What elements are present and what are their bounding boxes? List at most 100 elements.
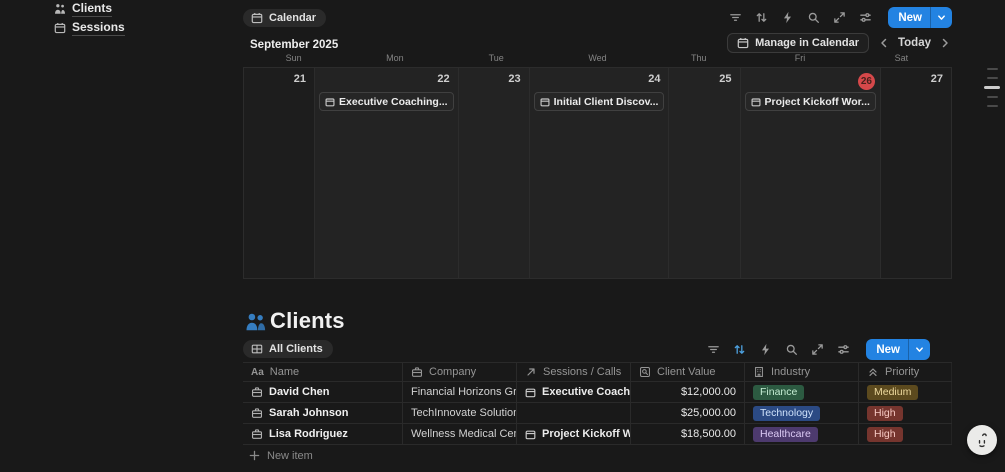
column-header-priority[interactable]: Priority: [859, 363, 952, 381]
day-header: Tue: [488, 53, 504, 63]
column-header-sessions[interactable]: Sessions / Calls: [517, 363, 631, 381]
new-item-button[interactable]: New item: [243, 445, 952, 466]
calendar-icon: [525, 429, 536, 440]
column-label: Sessions / Calls: [543, 366, 622, 378]
scrubber-tick[interactable]: [986, 77, 998, 79]
calendar-day-cell[interactable]: 27: [880, 68, 951, 278]
event-title: Executive Coaching...: [339, 95, 448, 108]
calendar-day-cell[interactable]: 23: [458, 68, 530, 278]
scrubber-tick[interactable]: [986, 68, 998, 70]
ai-face-icon: [978, 432, 987, 447]
expand-icon[interactable]: [833, 11, 846, 24]
column-label: Company: [429, 366, 477, 378]
client-value: $18,500.00: [680, 428, 736, 440]
calendar-day-cell[interactable]: 21: [244, 68, 316, 278]
session-cell[interactable]: [517, 403, 631, 423]
scrubber-tick[interactable]: [986, 105, 998, 107]
scrubber-tick[interactable]: [986, 96, 998, 98]
client-name: Lisa Rodriguez: [269, 428, 348, 440]
calendar-day-cell[interactable]: 24 Initial Client Discov...: [529, 68, 670, 278]
today-button[interactable]: Today: [897, 37, 931, 49]
lightning-icon[interactable]: [759, 343, 772, 356]
manage-in-calendar-button[interactable]: Manage in Calendar: [727, 33, 869, 53]
column-label: Priority: [885, 366, 920, 378]
priority-badge: Medium: [867, 384, 919, 400]
chevron-down-icon[interactable]: [909, 339, 930, 360]
chevron-left-icon[interactable]: [879, 38, 889, 48]
people-icon: [245, 311, 266, 332]
client-value-cell[interactable]: $25,000.00: [631, 403, 745, 423]
people-icon: [54, 3, 66, 15]
calendar-event[interactable]: Executive Coaching...: [319, 92, 454, 111]
sidebar-item-clients[interactable]: Clients: [54, 1, 113, 17]
calendar-icon: [737, 37, 749, 49]
industry-badge: Technology: [753, 405, 821, 421]
ai-assistant-button[interactable]: [967, 425, 997, 455]
clients-new-button[interactable]: New: [866, 339, 930, 360]
lightning-icon[interactable]: [781, 11, 794, 24]
tab-label: All Clients: [269, 343, 323, 355]
new-item-label: New item: [267, 449, 313, 462]
filter-icon[interactable]: [707, 343, 720, 356]
column-header-client-value[interactable]: Client Value: [631, 363, 745, 381]
calendar-toolbar: New: [729, 7, 952, 28]
client-name-cell[interactable]: Lisa Rodriguez: [243, 424, 403, 444]
industry-cell[interactable]: Finance: [745, 382, 859, 402]
new-button-divider: [908, 339, 909, 360]
client-value-cell[interactable]: $12,000.00: [631, 382, 745, 402]
sidebar-item-sessions[interactable]: Sessions: [54, 20, 125, 36]
expand-icon[interactable]: [811, 343, 824, 356]
calendar-new-button[interactable]: New: [888, 7, 952, 28]
date-number: 26: [741, 68, 880, 92]
priority-chevrons-icon: [867, 366, 879, 378]
table-row[interactable]: Lisa Rodriguez Wellness Medical Center P…: [243, 424, 952, 445]
priority-cell[interactable]: High: [859, 403, 952, 423]
filter-icon[interactable]: [729, 11, 742, 24]
scrubber-tick-active[interactable]: [984, 86, 1000, 89]
date-number: 21: [293, 73, 307, 85]
table-row[interactable]: David Chen Financial Horizons Group Exec…: [243, 382, 952, 403]
calendar-event[interactable]: Initial Client Discov...: [533, 92, 665, 111]
calendar-day-cell[interactable]: 22 Executive Coaching...: [315, 68, 459, 278]
calendar-event[interactable]: Project Kickoff Wor...: [744, 92, 876, 111]
sort-icon[interactable]: [755, 11, 768, 24]
new-button-divider: [930, 7, 931, 28]
settings-sliders-icon[interactable]: [859, 11, 872, 24]
chevron-right-icon[interactable]: [940, 38, 950, 48]
industry-cell[interactable]: Technology: [745, 403, 859, 423]
session-cell[interactable]: Project Kickoff Workshop: [517, 424, 631, 444]
calendar-day-cell-today[interactable]: 26 Project Kickoff Wor...: [740, 68, 881, 278]
priority-cell[interactable]: Medium: [859, 382, 952, 402]
column-header-company[interactable]: Company: [403, 363, 517, 381]
session-cell[interactable]: Executive Coaching Sessio: [517, 382, 631, 402]
settings-sliders-icon[interactable]: [837, 343, 850, 356]
client-value-cell[interactable]: $18,500.00: [631, 424, 745, 444]
briefcase-icon: [251, 386, 263, 398]
calendar-day-cell[interactable]: 25: [669, 68, 741, 278]
new-button-label[interactable]: New: [898, 11, 922, 24]
company-cell[interactable]: Financial Horizons Group: [403, 382, 517, 402]
chevron-down-icon[interactable]: [931, 7, 952, 28]
table-row[interactable]: Sarah Johnson TechInnovate Solutions $25…: [243, 403, 952, 424]
column-header-name[interactable]: Aa Name: [243, 363, 403, 381]
company-cell[interactable]: Wellness Medical Center: [403, 424, 517, 444]
client-name-cell[interactable]: Sarah Johnson: [243, 403, 403, 423]
today-badge: 26: [857, 73, 875, 90]
priority-cell[interactable]: High: [859, 424, 952, 444]
tab-all-clients-view[interactable]: All Clients: [243, 340, 333, 358]
calendar-icon: [251, 12, 263, 24]
new-button-label[interactable]: New: [876, 343, 900, 356]
date-number: 25: [719, 73, 732, 85]
month-scrubber[interactable]: [983, 68, 1001, 107]
client-name: David Chen: [269, 386, 330, 398]
tab-calendar-view[interactable]: Calendar: [243, 8, 327, 27]
search-icon[interactable]: [785, 343, 798, 356]
priority-badge: High: [867, 426, 903, 442]
client-name-cell[interactable]: David Chen: [243, 382, 403, 402]
column-header-industry[interactable]: Industry: [745, 363, 859, 381]
sort-icon[interactable]: [733, 343, 746, 356]
search-icon[interactable]: [807, 11, 820, 24]
company-cell[interactable]: TechInnovate Solutions: [403, 403, 517, 423]
day-header: Fri: [794, 53, 806, 63]
industry-cell[interactable]: Healthcare: [745, 424, 859, 444]
